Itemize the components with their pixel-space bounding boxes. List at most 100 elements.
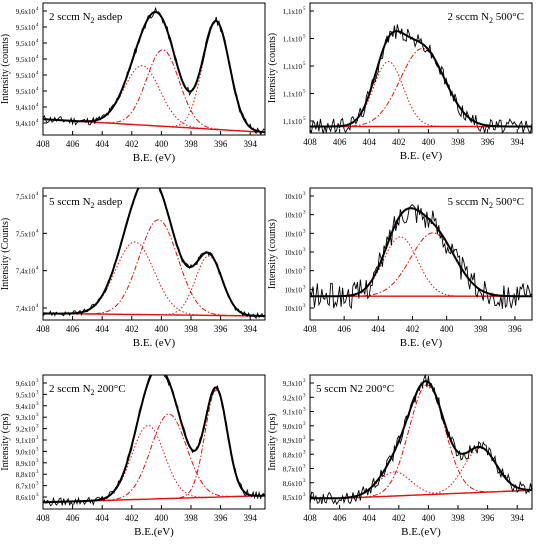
y-tick-label: 10x10 [285,249,303,257]
y-tick-label: 9,5x10 [16,391,36,399]
x-tick-label: 400 [155,513,169,523]
x-tick-label: 404 [95,324,109,334]
y-axis-label: Intensity (cps) [267,413,278,471]
y-tick-label: 7,4x10 [16,268,36,276]
x-tick-label: 398 [474,324,488,334]
x-axis-label: B.E.(eV) [401,526,441,538]
y-tick-exponent: 4 [36,87,39,92]
x-tick-label: 394 [243,139,257,149]
x-tick-label: 396 [508,324,522,334]
y-tick-label: 9,2x10 [16,426,36,434]
y-tick-label: 9,4x10 [16,403,36,411]
y-tick-label: 10x10 [285,305,303,313]
x-tick-label: 400 [440,324,454,334]
fit-envelope [310,207,532,298]
title-rest: 500°C [493,11,524,23]
y-tick-exponent: 3 [36,390,39,395]
y-tick-exponent: 3 [303,493,306,498]
y-tick-label: 7,5x10 [16,230,36,238]
title-rest: asdep [95,196,123,208]
raw-spectrum [43,375,265,507]
x-tick-label: 396 [481,137,495,147]
component-peak-3 [43,389,265,503]
plot-frame [309,2,533,134]
y-tick-label: 9,5x10 [16,24,36,32]
y-tick-label: 10x10 [285,286,303,294]
y-tick-label: 10x10 [285,212,303,220]
component-peak-1 [310,60,532,127]
y-tick-label: 8,8x10 [16,471,36,479]
x-tick-label: 408 [36,324,50,334]
raw-spectrum [43,188,265,320]
x-axis-label: B.E. (eV) [400,337,443,349]
y-tick-label: 1,1x10 [283,8,303,16]
y-tick-label: 9,2x10 [283,394,303,402]
x-tick-label: 400 [155,324,169,334]
y-tick-exponent: 3 [303,304,306,309]
y-tick-exponent: 3 [36,482,39,487]
component-peak-1 [310,236,532,297]
x-tick-label: 408 [303,513,317,523]
title-subscript: 2 [489,16,493,25]
x-tick-label: 398 [451,513,465,523]
panel-title: 2 sccm N2 asdep [49,11,123,25]
x-tick-label: 402 [125,324,139,334]
x-tick-label: 400 [422,137,436,147]
y-tick-label: 1,1x10 [283,36,303,44]
x-axis-label: B.E. (eV) [133,337,176,349]
y-tick-label: 8,5x10 [283,494,303,502]
y-tick-label: 9,4x10 [16,104,36,112]
y-tick-exponent: 5 [303,35,306,40]
x-tick-label: 408 [303,324,317,334]
x-tick-label: 406 [333,513,347,523]
title-main: 2 sccm N [49,383,91,395]
y-tick-exponent: 4 [36,119,39,124]
y-axis-label: Intensity (counts) [267,33,278,103]
x-tick-label: 408 [36,513,50,523]
y-ticks: 7,4x10 47,4x10 47,5x10 47,5x10 4 [16,192,47,313]
plot-frame [309,374,533,510]
component-peak-2 [43,49,265,133]
y-ticks: 1,1x10 51,1x10 51,1x10 51,1x10 51,1x10 5 [283,7,314,126]
y-tick-label: 9,0x10 [283,423,303,431]
y-tick-exponent: 3 [303,379,306,384]
x-tick-label: 402 [125,139,139,149]
fit-envelope [310,380,532,500]
x-ticks: 408 406 404 402 400 398 396 394 [36,131,257,149]
y-tick-label: 1,1x10 [283,91,303,99]
y-tick-exponent: 3 [36,459,39,464]
x-tick-label: 398 [184,324,198,334]
plot-area [310,24,532,133]
y-tick-label: 9,5x10 [16,72,36,80]
y-tick-exponent: 3 [36,402,39,407]
plot-area [43,188,265,320]
x-tick-label: 396 [214,139,228,149]
y-tick-label: 8,9x10 [16,460,36,468]
y-tick-label: 7,5x10 [16,193,36,201]
y-tick-label: 9,6x10 [16,380,36,388]
x-tick-label: 404 [95,513,109,523]
y-tick-exponent: 3 [36,436,39,441]
y-tick-exponent: 3 [36,413,39,418]
plot-frame [309,187,533,321]
plot-frame [42,187,266,321]
raw-spectrum [43,6,265,135]
y-tick-label: 8,7x10 [283,466,303,474]
y-tick-label: 9,0x10 [16,448,36,456]
x-ticks: 408 406 404 402 400 398 396 394 [303,129,524,147]
raw-spectrum [310,375,532,506]
y-tick-label: 9,5x10 [16,88,36,96]
y-tick-label: 1,1x10 [283,63,303,71]
title-subscript: 2 [91,388,95,397]
y-tick-label: 8,6x10 [16,494,36,502]
title-main: 5 sccm N [49,196,91,208]
y-tick-label: 8,9x10 [283,437,303,445]
x-axis-label: B.E. (eV) [133,152,176,164]
y-tick-label: 9,1x10 [16,437,36,445]
x-tick-label: 402 [392,137,406,147]
y-tick-label: 9,5x10 [16,56,36,64]
x-tick-label: 406 [337,324,351,334]
y-tick-label: 8,8x10 [283,451,303,459]
